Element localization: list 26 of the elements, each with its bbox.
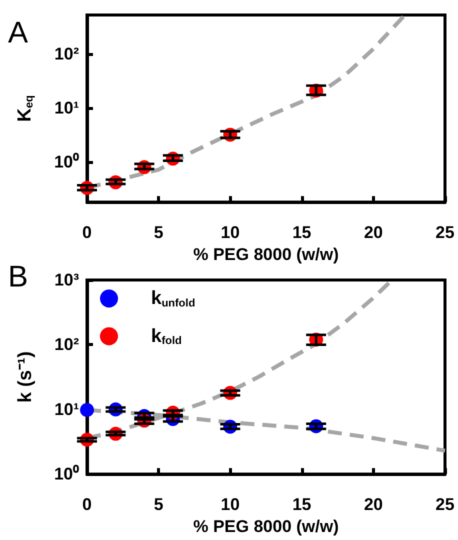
y-tick-label: 10² [54,335,80,354]
point [80,402,94,417]
x-axis-title: % PEG 8000 (w/w) [193,517,339,536]
x-tick-label: 10 [220,223,240,242]
x-tick-label: 20 [364,495,383,514]
x-tick-label: 20 [364,223,383,242]
x-tick-label: 0 [82,223,92,242]
y-axis-title: k (s⁻¹) [15,351,36,403]
y-tick-label: 10¹ [54,98,80,118]
y-axis-title: Keq [14,95,36,122]
x-tick-label: 25 [436,223,454,242]
x-tick-label: 10 [220,495,240,514]
x-tick-label: 15 [292,223,312,242]
x-tick-label: 0 [82,495,92,514]
x-tick-label: 25 [436,495,454,514]
y-tick-label: 10⁰ [54,464,79,484]
x-axis-title: % PEG 8000 (w/w) [193,245,339,264]
y-tick-label: 10⁰ [54,152,79,172]
text: A [8,16,28,50]
y-tick-label: 10² [54,44,80,64]
x-tick-label: 5 [154,223,164,242]
y-tick-label: 10¹ [54,400,80,419]
text: B [8,260,28,294]
x-tick-label: 15 [292,495,312,514]
y-tick-label: 10³ [54,270,80,290]
x-tick-label: 5 [154,495,164,514]
